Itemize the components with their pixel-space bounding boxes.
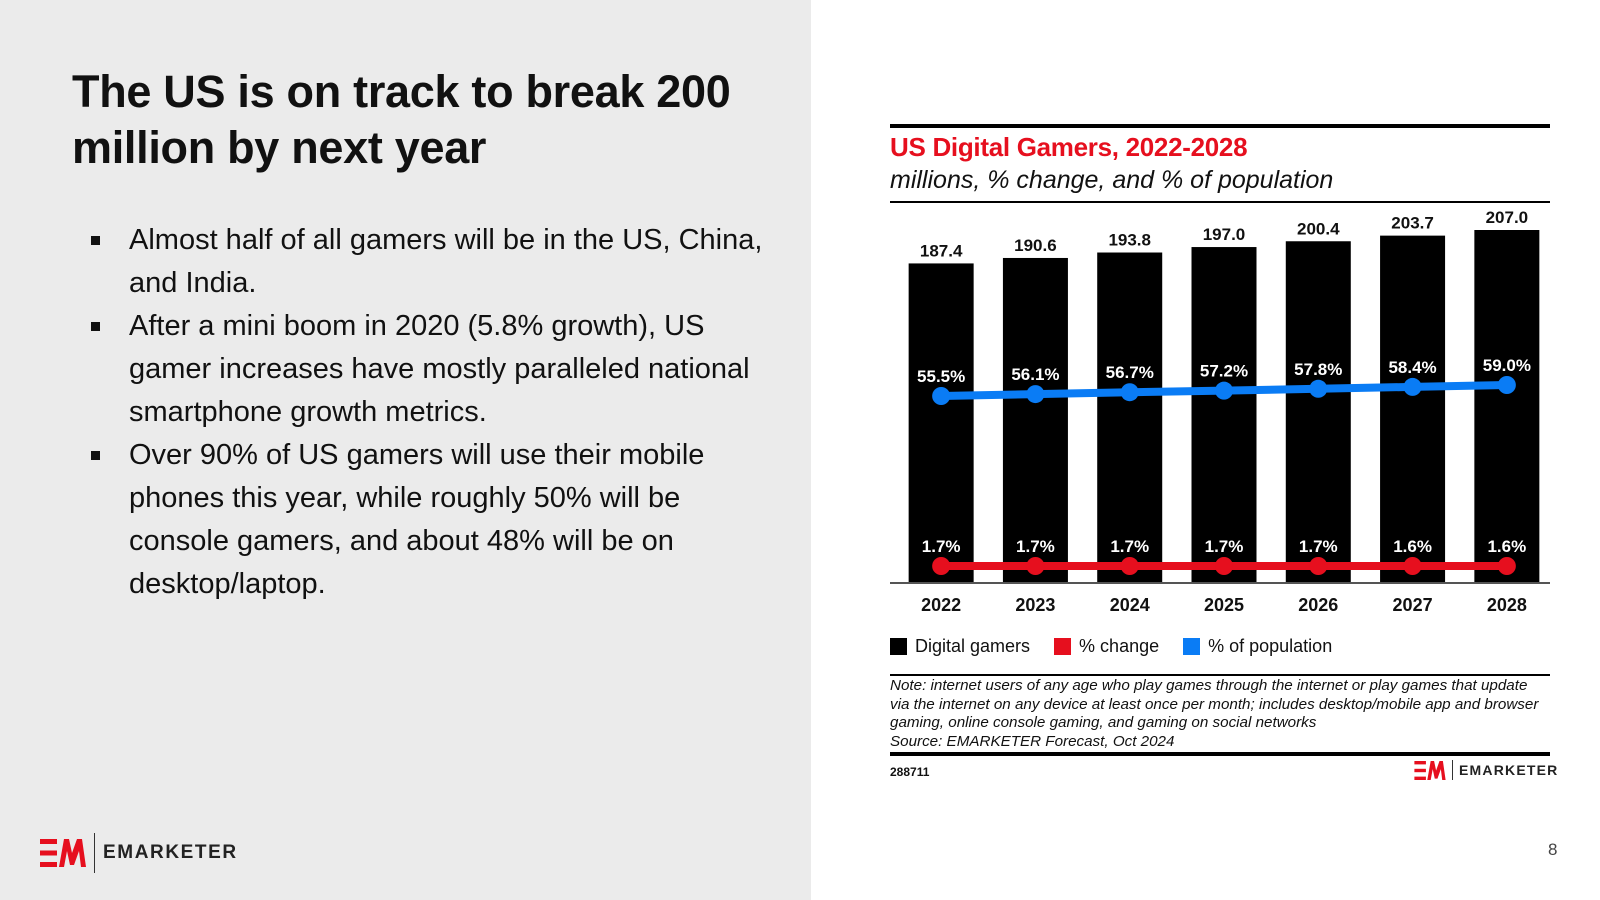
point-pct-population	[932, 387, 951, 405]
bar-digital-gamers	[1097, 252, 1163, 584]
brand-logo: EMARKETER	[40, 833, 238, 873]
x-tick-label: 2023	[1015, 595, 1055, 615]
pct-population-label: 59.0%	[1483, 356, 1531, 375]
em-logo-icon	[1414, 760, 1446, 780]
bullet-text: After a mini boom in 2020 (5.8% growth),…	[129, 310, 750, 428]
pct-population-label: 55.5%	[917, 367, 965, 386]
bar-digital-gamers	[1474, 230, 1540, 583]
point-pct-change	[1309, 557, 1328, 575]
bar-value-label: 200.4	[1297, 219, 1340, 238]
legend-label: % change	[1079, 636, 1160, 656]
page-number: 8	[1548, 840, 1558, 859]
x-tick-label: 2025	[1204, 595, 1244, 615]
point-pct-change	[1497, 557, 1516, 575]
chart-id: 288711	[890, 765, 930, 779]
point-pct-change	[1215, 557, 1233, 575]
bullet-text: Almost half of all gamers will be in the…	[129, 224, 763, 299]
chart-subtitle-rule	[890, 201, 1550, 203]
chart-subtitle: millions, % change, and % of population	[890, 166, 1334, 194]
x-tick-label: 2026	[1298, 595, 1338, 615]
chart-brand-logo: EMARKETER	[1414, 760, 1558, 780]
legend-item-pct-change: % change	[1054, 636, 1159, 657]
brand-name: EMARKETER	[103, 842, 238, 863]
source-text: Source: EMARKETER Forecast, Oct 2024	[890, 732, 1175, 750]
legend-item-digital-gamers: Digital gamers	[890, 636, 1030, 657]
note-rule	[890, 674, 1550, 676]
chart-plot: 187.4 190.6 193.8 197.0 200.4 203.7 207.0 2022 2…	[890, 208, 1550, 615]
point-pct-change	[932, 557, 951, 575]
point-pct-population	[1403, 377, 1422, 396]
point-pct-population	[1215, 381, 1233, 400]
bar-digital-gamers	[1002, 257, 1068, 583]
bullet-item: After a mini boom in 2020 (5.8% growth),…	[88, 305, 768, 434]
point-pct-change	[1403, 557, 1422, 575]
x-tick-label: 2027	[1393, 595, 1433, 615]
bullet-list: Almost half of all gamers will be in the…	[88, 219, 768, 606]
chart-title: US Digital Gamers, 2022-2028	[890, 132, 1248, 162]
bar-digital-gamers	[1191, 247, 1257, 583]
note-text: Note: internet users of any age who play…	[890, 677, 1539, 731]
x-tick-label: 2022	[921, 595, 961, 615]
pct-change-label: 1.6%	[1487, 537, 1526, 556]
pct-population-label: 57.2%	[1200, 362, 1248, 381]
point-pct-population	[1120, 383, 1139, 402]
em-logo-icon	[40, 839, 86, 867]
pct-change-label: 1.7%	[1110, 537, 1149, 556]
bullet-item: Almost half of all gamers will be in the…	[88, 219, 768, 305]
legend-swatch-blue	[1183, 638, 1201, 655]
pct-population-label: 58.4%	[1388, 358, 1436, 377]
legend-item-pct-population: % of population	[1183, 636, 1332, 657]
slide-title: The US is on track to break 200 million …	[72, 66, 731, 173]
bullet-marker-icon	[91, 236, 100, 245]
logo-divider	[1452, 760, 1453, 780]
bar-value-label: 187.4	[920, 241, 963, 260]
pct-population-label: 56.1%	[1011, 365, 1059, 384]
point-pct-population	[1309, 379, 1328, 398]
bar-digital-gamers	[908, 263, 974, 583]
chart-note: Note: internet users of any age who play…	[890, 677, 1550, 751]
pct-change-label: 1.7%	[1205, 537, 1244, 556]
point-pct-population	[1026, 385, 1045, 404]
bar-value-label: 207.0	[1486, 208, 1529, 227]
chart-bottom-rule	[890, 752, 1550, 756]
bullet-item: Over 90% of US gamers will use their mob…	[88, 434, 768, 606]
bar-digital-gamers	[1380, 235, 1446, 583]
bar-digital-gamers	[1285, 241, 1351, 583]
pct-population-label: 56.7%	[1106, 363, 1154, 382]
bullet-marker-icon	[91, 322, 100, 331]
left-panel	[0, 0, 811, 900]
chart-top-rule	[890, 124, 1550, 128]
point-pct-population	[1497, 376, 1516, 394]
bullet-marker-icon	[91, 451, 100, 460]
bullet-text: Over 90% of US gamers will use their mob…	[129, 439, 705, 600]
pct-change-label: 1.7%	[922, 537, 961, 556]
bar-value-label: 203.7	[1391, 214, 1434, 233]
point-pct-change	[1026, 557, 1045, 575]
legend-swatch-black	[890, 638, 907, 655]
legend-swatch-red	[1054, 638, 1072, 655]
point-pct-change	[1120, 557, 1139, 575]
legend-label: Digital gamers	[915, 636, 1031, 656]
chart-legend: Digital gamers % change % of population	[890, 636, 1332, 657]
pct-population-label: 57.8%	[1294, 360, 1342, 379]
legend-label: % of population	[1208, 636, 1333, 656]
bar-value-label: 193.8	[1108, 231, 1151, 250]
pct-change-label: 1.6%	[1393, 537, 1432, 556]
bar-value-label: 190.6	[1014, 236, 1057, 255]
brand-name: EMARKETER	[1459, 762, 1559, 778]
pct-change-label: 1.7%	[1299, 537, 1338, 556]
pct-change-label: 1.7%	[1016, 537, 1055, 556]
logo-divider	[94, 833, 95, 873]
bar-value-label: 197.0	[1203, 225, 1246, 244]
x-tick-label: 2024	[1110, 595, 1150, 615]
x-tick-label: 2028	[1487, 595, 1527, 615]
